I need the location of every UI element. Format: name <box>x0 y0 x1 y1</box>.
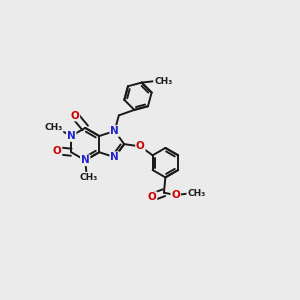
Text: N: N <box>67 131 76 141</box>
Text: O: O <box>171 190 180 200</box>
Text: N: N <box>81 155 90 165</box>
Text: O: O <box>53 146 62 156</box>
Text: O: O <box>148 192 157 202</box>
Text: O: O <box>70 110 79 121</box>
Text: N: N <box>110 152 119 162</box>
Text: CH₃: CH₃ <box>154 76 172 85</box>
Text: CH₃: CH₃ <box>187 189 206 198</box>
Text: CH₃: CH₃ <box>44 123 63 132</box>
Text: CH₃: CH₃ <box>80 172 98 182</box>
Text: N: N <box>110 126 119 136</box>
Text: O: O <box>136 142 145 152</box>
